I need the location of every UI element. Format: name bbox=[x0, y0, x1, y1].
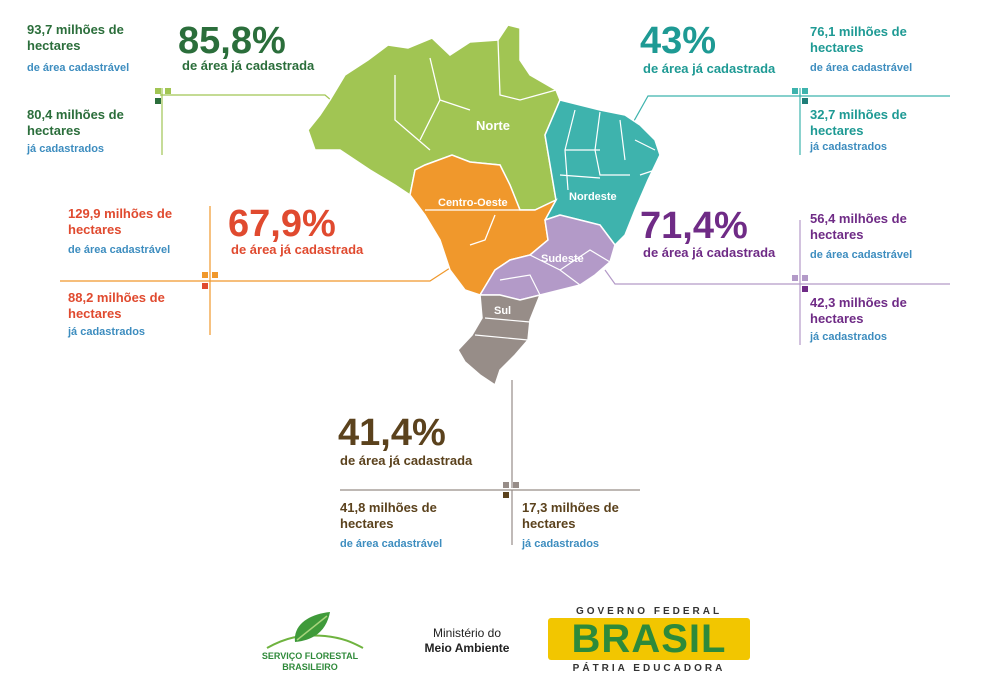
sudeste-cadastrados-caption: já cadastrados bbox=[810, 331, 888, 343]
governo-federal-logo: GOVERNO FEDERAL BRASIL PÁTRIA EDUCADORA bbox=[548, 606, 750, 678]
gov-top-text: GOVERNO FEDERAL bbox=[575, 606, 723, 617]
centro-oeste-cadastravel-caption: de área cadastrável bbox=[68, 244, 171, 256]
leaf-icon bbox=[266, 612, 364, 649]
region-label-norte: Norte bbox=[476, 118, 510, 133]
nordeste-marker-square bbox=[792, 88, 798, 94]
centro-oeste-percent: 67,9% bbox=[228, 203, 336, 245]
centro-oeste-marker-square bbox=[202, 272, 208, 278]
gov-main-text: BRASIL bbox=[571, 617, 727, 661]
sul-marker-square bbox=[503, 482, 509, 488]
centro-oeste-percent-caption: de área já cadastrada bbox=[231, 242, 364, 257]
sul-cadastrados-caption: já cadastrados bbox=[522, 538, 600, 550]
nordeste-cadastravel-caption: de área cadastrável bbox=[810, 62, 913, 74]
servico-florestal-logo: SERVIÇO FLORESTAL BRASILEIRO bbox=[255, 610, 365, 680]
centro-oeste-cadastrados-caption: já cadastrados bbox=[68, 326, 146, 338]
nordeste-connector bbox=[629, 88, 950, 155]
sul-marker-square bbox=[503, 492, 509, 498]
sul-percent: 41,4% bbox=[338, 412, 446, 454]
centro-oeste-connector bbox=[60, 206, 451, 335]
sudeste-marker-square bbox=[802, 286, 808, 292]
norte-percent: 85,8% bbox=[178, 20, 286, 62]
nordeste-marker-square bbox=[802, 88, 808, 94]
norte-percent-caption: de área já cadastrada bbox=[182, 58, 315, 73]
centro-oeste-cadastrados-value: 88,2 milhões de hectares bbox=[68, 290, 165, 321]
mma-logo: Ministério do Meio Ambiente bbox=[412, 626, 522, 656]
sul-percent-caption: de área já cadastrada bbox=[340, 453, 473, 468]
region-label-nordeste: Nordeste bbox=[569, 191, 617, 203]
nordeste-percent-caption: de área já cadastrada bbox=[643, 61, 776, 76]
sudeste-marker-square bbox=[792, 275, 798, 281]
region-nordeste: Nordeste bbox=[543, 99, 661, 247]
centro-oeste-cadastravel-value: 129,9 milhões de hectares bbox=[68, 206, 173, 237]
norte-cadastravel-value: 93,7 milhões de hectares bbox=[27, 22, 124, 53]
gov-bottom-text: PÁTRIA EDUCADORA bbox=[572, 663, 726, 674]
centro-oeste-marker-square bbox=[202, 283, 208, 289]
region-norte: Norte bbox=[307, 24, 561, 211]
sudeste-cadastrados-value: 42,3 milhões de hectares bbox=[810, 295, 907, 326]
sudeste-percent: 71,4% bbox=[640, 205, 748, 247]
sfb-name-line2: BRASILEIRO bbox=[282, 662, 338, 672]
nordeste-cadastrados-caption: já cadastrados bbox=[810, 141, 888, 153]
sudeste-cadastravel-caption: de área cadastrável bbox=[810, 249, 913, 261]
region-sul: Sul bbox=[457, 293, 542, 387]
sul-cadastravel-value: 41,8 milhões de hectares bbox=[340, 500, 437, 531]
nordeste-cadastrados-value: 32,7 milhões de hectares bbox=[810, 107, 907, 138]
nordeste-marker-square bbox=[802, 98, 808, 104]
sul-cadastrados-value: 17,3 milhões de hectares bbox=[522, 500, 619, 531]
nordeste-percent: 43% bbox=[640, 20, 717, 62]
mma-name-line1: Ministério do bbox=[432, 626, 502, 640]
sudeste-connector bbox=[604, 220, 950, 345]
sfb-name-line1: SERVIÇO FLORESTAL bbox=[261, 651, 359, 661]
norte-marker-square bbox=[165, 88, 171, 94]
sudeste-marker-square bbox=[802, 275, 808, 281]
gov-banner bbox=[548, 618, 750, 660]
region-label-sul: Sul bbox=[494, 305, 511, 317]
sul-connector bbox=[340, 380, 640, 545]
norte-marker-square bbox=[155, 98, 161, 104]
norte-cadastravel-caption: de área cadastrável bbox=[27, 62, 130, 74]
sudeste-cadastravel-value: 56,4 milhões de hectares bbox=[810, 211, 907, 242]
norte-marker-square bbox=[155, 88, 161, 94]
sul-marker-square bbox=[513, 482, 519, 488]
centro-oeste-marker-square bbox=[212, 272, 218, 278]
region-sudeste: Sudeste bbox=[478, 214, 616, 301]
norte-cadastrados-value: 80,4 milhões de hectares bbox=[27, 107, 124, 138]
norte-cadastrados-caption: já cadastrados bbox=[27, 143, 105, 155]
nordeste-cadastravel-value: 76,1 milhões de hectares bbox=[810, 24, 907, 55]
sul-cadastravel-caption: de área cadastrável bbox=[340, 538, 443, 550]
sudeste-percent-caption: de área já cadastrada bbox=[643, 245, 776, 260]
mma-name-line2: Meio Ambiente bbox=[424, 641, 510, 655]
region-label-centro-oeste: Centro-Oeste bbox=[438, 197, 508, 209]
region-label-sudeste: Sudeste bbox=[541, 253, 584, 265]
